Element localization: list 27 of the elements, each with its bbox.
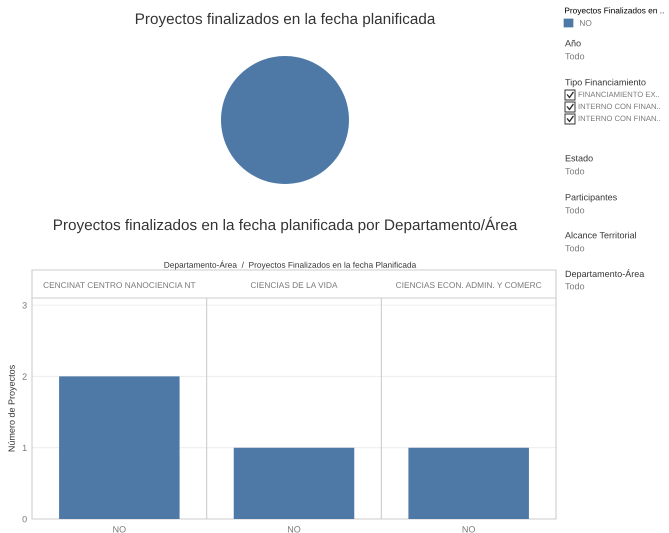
text: Todo — [565, 52, 584, 60]
y-tick-label: 1 — [22, 444, 27, 451]
text: Todo — [565, 168, 584, 174]
annotation: NO — [113, 526, 126, 533]
annotation: NO — [288, 526, 300, 533]
text: Año — [565, 40, 581, 46]
text: Alcance Territorial — [565, 232, 636, 238]
annotation: NO — [462, 526, 476, 533]
x-tick-label: CIENCIAS ECON. ADMIN. Y COMERC — [396, 282, 542, 288]
text: Tipo Financiamiento — [565, 78, 646, 88]
x-tick-label: CIENCIAS DE LA VIDA — [250, 282, 338, 288]
chart-subtitle: Departamento-Área / Proyectos Finalizados en la fecha Planificada — [164, 260, 416, 270]
text: Departamento-Área — [566, 269, 644, 279]
legend-label: NO — [580, 20, 592, 26]
text: Estado — [566, 154, 593, 162]
chart-title: Proyectos finalizados en la fecha planificada por Departamento/Área — [54, 216, 518, 234]
legend-title: Proyectos Finalizados en .. — [565, 7, 664, 16]
text: Todo — [565, 206, 584, 214]
y-tick-label: 3 — [22, 302, 27, 308]
chart-title: Proyectos finalizados en la fecha planificada — [136, 12, 436, 28]
y-tick-label: 0 — [22, 516, 27, 522]
x-tick-label: CENCINAT CENTRO NANOCIENCIA NT — [44, 282, 196, 288]
text: Participantes — [566, 194, 617, 202]
y-axis-title: Número de Proyectos — [8, 365, 17, 452]
text: Todo — [565, 244, 584, 252]
text: Todo — [565, 282, 584, 290]
y-tick-label: 2 — [22, 373, 27, 380]
